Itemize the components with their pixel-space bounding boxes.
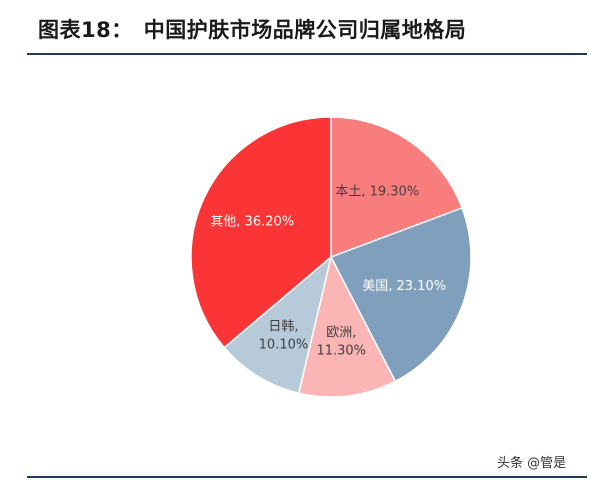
chart-title: 图表18： 中国护肤市场品牌公司归属地格局 — [38, 18, 467, 42]
slice-label-3: 欧洲, 11.30% — [316, 325, 366, 358]
pie-slice-1 — [330, 116, 464, 259]
slice-label-5: 其他, 36.20% — [210, 215, 294, 230]
pie-slice-5 — [190, 116, 332, 349]
slice-label-1: 本土, 19.30% — [335, 184, 419, 199]
title-divider — [27, 53, 587, 55]
bottom-divider — [27, 476, 587, 478]
watermark: 头条 @管是 — [497, 456, 567, 471]
slice-label-2: 美国, 23.10% — [362, 279, 446, 294]
slice-label-4: 日韩, 10.10% — [259, 320, 309, 353]
pie-slice-2 — [329, 206, 472, 383]
pie-slice-4 — [223, 254, 333, 395]
